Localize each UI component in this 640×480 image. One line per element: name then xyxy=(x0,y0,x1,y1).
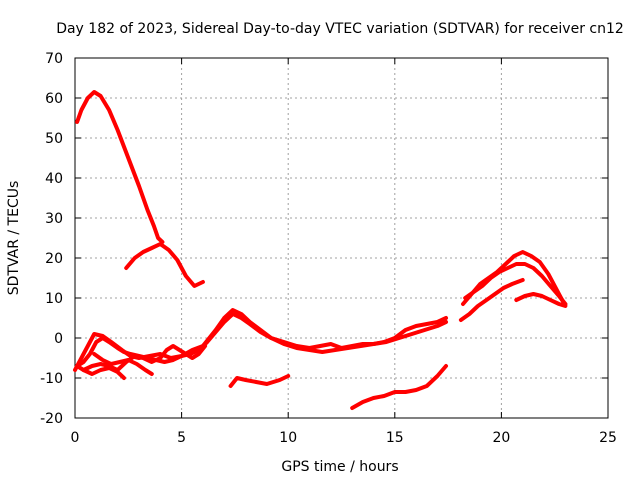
x-tick-label: 25 xyxy=(599,430,617,446)
y-tick-label: 70 xyxy=(45,51,63,67)
series-track-5 xyxy=(81,344,208,372)
y-tick-label: 0 xyxy=(54,331,63,347)
series-track-7 xyxy=(92,352,154,376)
y-tick-label: 60 xyxy=(45,91,63,107)
y-tick-label: 50 xyxy=(45,131,63,147)
series-track-2 xyxy=(124,242,205,288)
chart-title: Day 182 of 2023, Sidereal Day-to-day VTE… xyxy=(56,21,624,37)
series-group xyxy=(73,90,568,410)
x-axis-label: GPS time / hours xyxy=(281,459,398,475)
series-track-4 xyxy=(75,312,448,368)
series-track-6 xyxy=(75,364,126,380)
y-tick-label: 10 xyxy=(45,291,63,307)
grid xyxy=(75,58,608,418)
y-tick-label: 40 xyxy=(45,171,63,187)
series-track-1 xyxy=(75,90,165,244)
plot-area-frame xyxy=(74,57,609,419)
series-track-11 xyxy=(463,262,568,306)
axis-ticks: 0 5 10 15 20 25 -20 -10 0 10 20 30 40 50 60 70 xyxy=(40,51,617,446)
y-tick-label: -20 xyxy=(40,411,63,427)
x-tick-label: 5 xyxy=(177,430,186,446)
y-axis-label: SDTVAR / TECUs xyxy=(6,181,22,296)
series-track-9 xyxy=(350,364,448,410)
series-track-12 xyxy=(458,278,525,322)
series-track-13 xyxy=(514,292,568,308)
x-tick-label: 15 xyxy=(386,430,404,446)
x-tick-label: 10 xyxy=(279,430,297,446)
series-track-8 xyxy=(228,374,291,388)
series-track-10 xyxy=(461,250,566,306)
x-tick-label: 20 xyxy=(492,430,510,446)
y-tick-label: -10 xyxy=(40,371,63,387)
x-tick-label: 0 xyxy=(71,430,80,446)
y-tick-label: 30 xyxy=(45,211,63,227)
y-tick-label: 20 xyxy=(45,251,63,267)
